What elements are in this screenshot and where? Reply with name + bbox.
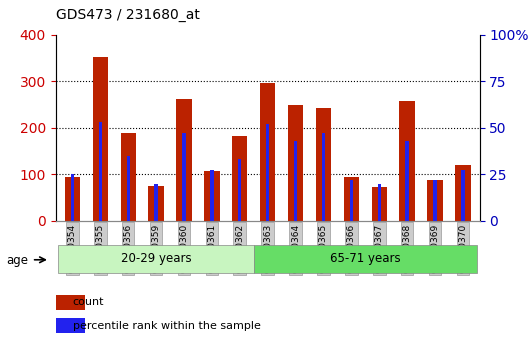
Text: 20-29 years: 20-29 years xyxy=(121,252,191,265)
Bar xyxy=(377,184,381,221)
Bar xyxy=(56,318,85,333)
Text: count: count xyxy=(73,297,104,307)
Text: GDS473 / 231680_at: GDS473 / 231680_at xyxy=(56,8,199,22)
Bar xyxy=(127,156,130,221)
Bar xyxy=(350,180,353,221)
Text: 65-71 years: 65-71 years xyxy=(330,252,401,265)
Bar xyxy=(70,174,74,221)
Bar xyxy=(65,177,80,221)
Text: percentile rank within the sample: percentile rank within the sample xyxy=(73,321,260,331)
FancyBboxPatch shape xyxy=(254,245,477,273)
Bar xyxy=(427,180,443,221)
Bar xyxy=(400,101,415,221)
Bar xyxy=(434,180,437,221)
Bar xyxy=(148,186,164,221)
Bar xyxy=(343,177,359,221)
Bar xyxy=(120,133,136,221)
Bar xyxy=(176,99,192,221)
Bar xyxy=(238,159,242,221)
Bar xyxy=(322,133,325,221)
Bar xyxy=(372,187,387,221)
Bar xyxy=(294,141,297,221)
Bar xyxy=(99,122,102,221)
Bar xyxy=(210,170,214,221)
Bar xyxy=(316,108,331,221)
Bar xyxy=(56,295,85,310)
Bar xyxy=(232,136,248,221)
Bar xyxy=(93,57,108,221)
Bar xyxy=(266,124,269,221)
Text: age: age xyxy=(6,254,29,267)
Bar xyxy=(461,170,465,221)
Bar xyxy=(288,105,303,221)
Bar xyxy=(182,133,186,221)
Bar xyxy=(405,141,409,221)
Bar xyxy=(154,184,158,221)
Bar xyxy=(455,165,471,221)
Bar xyxy=(260,83,275,221)
Bar xyxy=(204,171,219,221)
FancyBboxPatch shape xyxy=(58,245,254,273)
